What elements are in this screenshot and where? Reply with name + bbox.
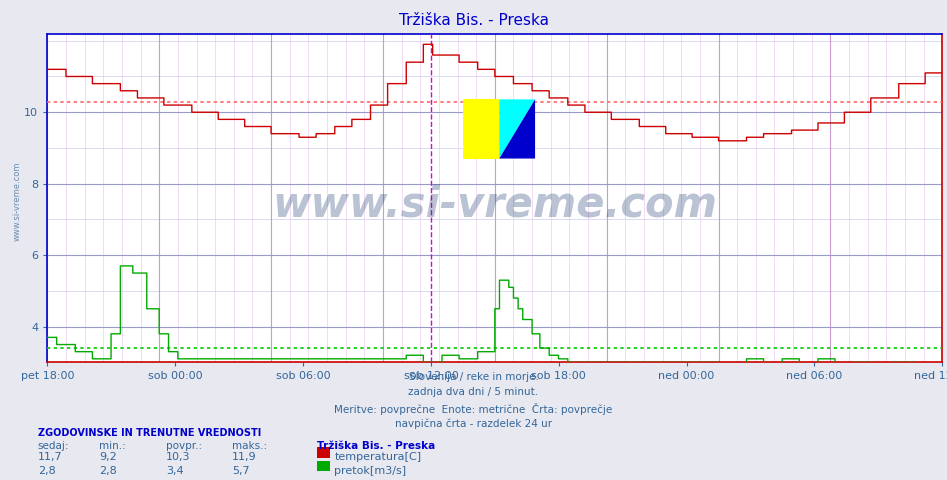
Polygon shape xyxy=(499,99,535,158)
Text: www.si-vreme.com: www.si-vreme.com xyxy=(12,162,22,241)
Text: Tržiška Bis. - Preska: Tržiška Bis. - Preska xyxy=(317,441,436,451)
Text: 3,4: 3,4 xyxy=(166,466,184,476)
Text: 5,7: 5,7 xyxy=(232,466,250,476)
Text: ZGODOVINSKE IN TRENUTNE VREDNOSTI: ZGODOVINSKE IN TRENUTNE VREDNOSTI xyxy=(38,428,261,438)
Text: Slovenija / reke in morje.: Slovenija / reke in morje. xyxy=(408,372,539,382)
Text: min.:: min.: xyxy=(99,441,126,451)
Text: 11,7: 11,7 xyxy=(38,452,63,462)
Polygon shape xyxy=(499,99,535,158)
Text: Tržiška Bis. - Preska: Tržiška Bis. - Preska xyxy=(399,13,548,28)
Text: zadnja dva dni / 5 minut.: zadnja dva dni / 5 minut. xyxy=(408,387,539,397)
Text: 11,9: 11,9 xyxy=(232,452,257,462)
Text: maks.:: maks.: xyxy=(232,441,267,451)
Text: temperatura[C]: temperatura[C] xyxy=(334,452,421,462)
Text: 10,3: 10,3 xyxy=(166,452,190,462)
Text: 2,8: 2,8 xyxy=(38,466,56,476)
Text: www.si-vreme.com: www.si-vreme.com xyxy=(273,183,717,226)
Bar xyxy=(463,99,499,158)
Text: 9,2: 9,2 xyxy=(99,452,117,462)
Text: 2,8: 2,8 xyxy=(99,466,117,476)
Text: pretok[m3/s]: pretok[m3/s] xyxy=(334,466,406,476)
Text: povpr.:: povpr.: xyxy=(166,441,202,451)
Text: Meritve: povprečne  Enote: metrične  Črta: povprečje: Meritve: povprečne Enote: metrične Črta:… xyxy=(334,403,613,415)
Text: sedaj:: sedaj: xyxy=(38,441,69,451)
Text: navpična črta - razdelek 24 ur: navpična črta - razdelek 24 ur xyxy=(395,418,552,429)
